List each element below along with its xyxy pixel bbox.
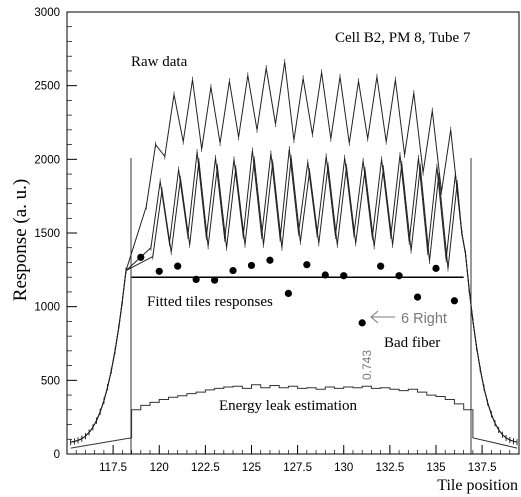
x-tick-label: 137.5 (468, 462, 497, 474)
six-right-label: 6 Right (401, 311, 447, 327)
axis-ticks (67, 11, 520, 454)
fitted-point (303, 261, 311, 269)
y-tick-label: 2000 (34, 154, 60, 166)
chart-title: Cell B2, PM 8, Tube 7 (335, 30, 471, 46)
fitted-point (321, 271, 329, 279)
x-axis-label: Tile position (437, 477, 518, 494)
raw-data-label: Raw data (131, 54, 188, 70)
x-tick-label: 127.5 (283, 462, 312, 474)
x-tick-label: 122.5 (191, 462, 220, 474)
bad-fiber-arrow-icon (370, 310, 395, 324)
x-tick-label: 132.5 (375, 462, 404, 474)
y-axis-label: Response (a. u.) (10, 179, 31, 301)
raw-lower-curve-b (70, 157, 518, 443)
fitted-point (137, 253, 145, 261)
x-tick-label: 120 (150, 462, 169, 474)
fitted-point (358, 319, 366, 327)
fitted-point (340, 272, 348, 280)
fitted-point (229, 266, 237, 275)
tick-labels: 117.5 120 122.5 125 127.5 130 132.5 135 137.5 0 50… (34, 7, 496, 474)
fitted-point (377, 262, 385, 270)
fitted-point (155, 267, 163, 275)
y-tick-label: 3000 (34, 7, 60, 19)
y-tick-label: 2500 (34, 81, 60, 93)
fitted-responses-label: Fitted tiles responses (147, 294, 273, 310)
x-tick-label: 125 (242, 462, 261, 474)
y-tick-label: 0 (54, 449, 60, 461)
bad-fiber-label: Bad fiber (384, 335, 440, 351)
fitted-point (266, 256, 274, 264)
y-tick-label: 1500 (34, 228, 60, 240)
y-tick-label: 1000 (34, 302, 60, 314)
energy-leak-histogram (70, 384, 518, 449)
energy-leak-label: Energy leak estimation (219, 398, 358, 414)
energy-leak-series (70, 384, 518, 449)
fitted-points-series (137, 253, 459, 327)
raw-data-curves (70, 59, 518, 446)
fitted-point (432, 264, 440, 272)
fitted-point (247, 261, 256, 270)
fitted-point (450, 297, 459, 305)
fitted-point (192, 275, 200, 284)
fitted-point (210, 276, 219, 284)
fitted-point (413, 293, 422, 301)
x-tick-label: 135 (426, 462, 445, 474)
y-tick-label: 500 (41, 375, 60, 387)
rotated-value-label: 0.743 (360, 350, 374, 380)
plot-frame (66, 11, 520, 455)
fitted-point (395, 272, 403, 280)
fitted-point (284, 289, 292, 298)
x-tick-label: 117.5 (99, 462, 127, 474)
fitted-point (174, 262, 182, 270)
x-tick-label: 130 (334, 462, 353, 474)
